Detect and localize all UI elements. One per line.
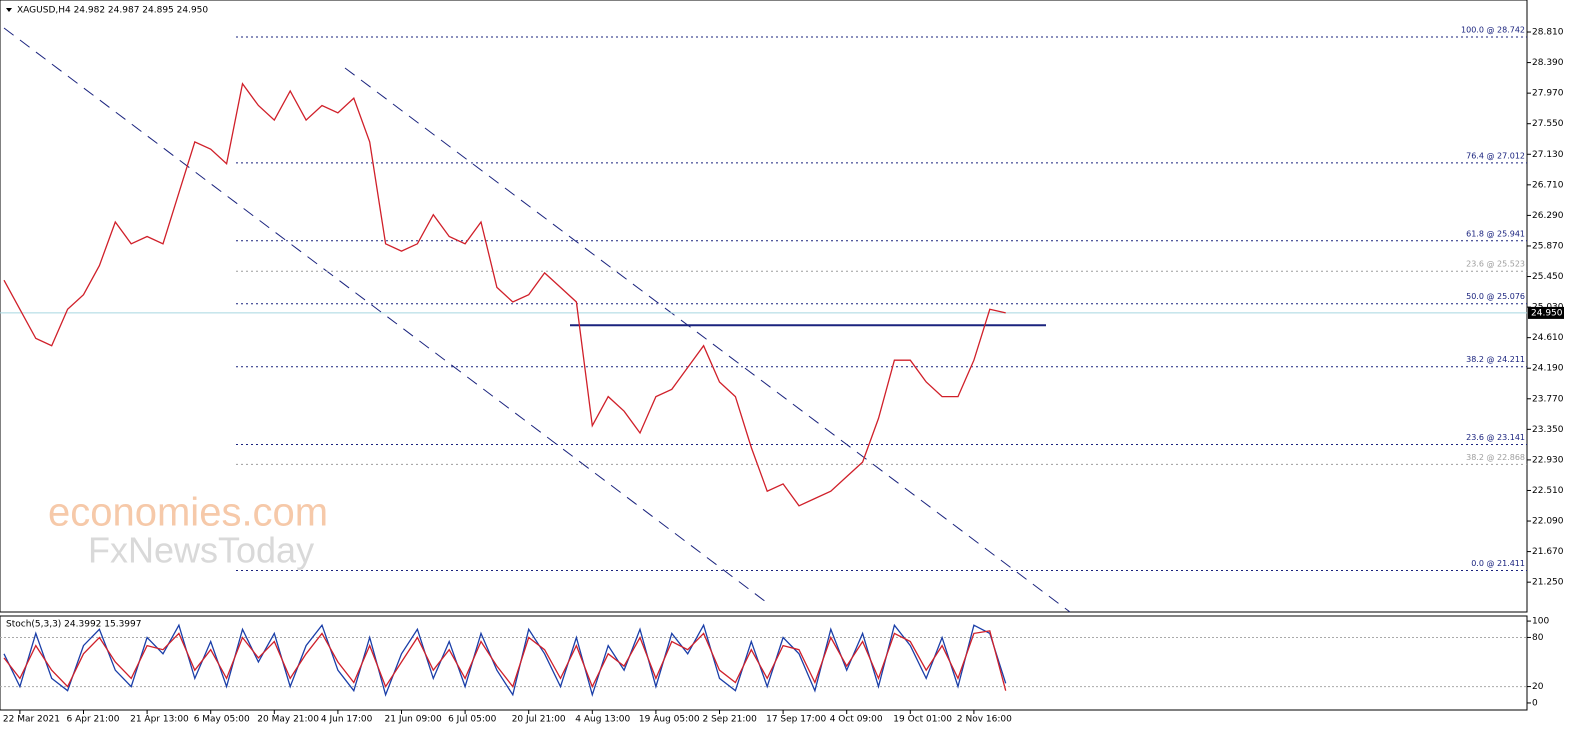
y-tick-label: 24.610 (1532, 333, 1564, 343)
fib-label: 38.2 @ 22.868 (1466, 453, 1525, 462)
y-tick-label: 25.450 (1532, 272, 1564, 282)
y-tick-label: 100 (1532, 617, 1549, 627)
y-tick-label: 26.710 (1532, 180, 1564, 190)
x-tick-label: 22 Mar 2021 (3, 715, 60, 725)
x-tick-label: 19 Aug 05:00 (639, 715, 700, 725)
x-tick-label: 20 May 21:00 (257, 715, 319, 725)
main-pane (0, 0, 1528, 613)
y-tick-label: 27.130 (1532, 150, 1564, 160)
fib-label: 0.0 @ 21.411 (1471, 559, 1525, 568)
y-tick-label: 21.250 (1532, 578, 1564, 588)
x-tick-label: 2 Sep 21:00 (703, 715, 758, 725)
fib-label: 23.6 @ 23.141 (1466, 433, 1525, 442)
y-tick-label: 20 (1532, 682, 1544, 692)
y-tick-label: 22.510 (1532, 486, 1564, 496)
y-tick-label: 23.350 (1532, 425, 1564, 435)
price-badge-label: 24.950 (1531, 308, 1563, 318)
fib-label: 61.8 @ 25.941 (1466, 229, 1525, 238)
y-tick-label: 23.770 (1532, 394, 1564, 404)
x-tick-label: 4 Jun 17:00 (321, 715, 373, 725)
menu-arrow[interactable] (6, 8, 12, 12)
fib-label: 76.4 @ 27.012 (1466, 151, 1525, 160)
x-tick-label: 6 May 05:00 (194, 715, 250, 725)
x-tick-label: 19 Oct 01:00 (893, 715, 952, 725)
y-tick-label: 27.550 (1532, 119, 1564, 129)
x-tick-label: 4 Oct 09:00 (830, 715, 883, 725)
y-tick-label: 21.670 (1532, 547, 1564, 557)
y-tick-label: 22.090 (1532, 517, 1564, 527)
fib-label: 100.0 @ 28.742 (1461, 25, 1525, 34)
x-tick-label: 20 Jul 21:00 (512, 715, 566, 725)
stoch-pane (0, 615, 1528, 711)
y-tick-label: 25.870 (1532, 241, 1564, 251)
watermark: economies.com (48, 491, 328, 535)
y-tick-label: 28.390 (1532, 58, 1564, 68)
fib-label: 23.6 @ 25.523 (1466, 260, 1525, 269)
x-tick-label: 21 Jun 09:00 (385, 715, 442, 725)
stoch-title: Stoch(5,3,3) 24.3992 15.3997 (6, 620, 141, 630)
price-line (3, 623, 1007, 698)
y-tick-label: 22.930 (1532, 455, 1564, 465)
y-tick-label: 24.190 (1532, 364, 1564, 374)
price-line (3, 82, 1006, 507)
x-tick-label: 4 Aug 13:00 (575, 715, 630, 725)
price-line (3, 630, 1007, 691)
y-tick-label: 27.970 (1532, 89, 1564, 99)
x-tick-label: 6 Jul 05:00 (448, 715, 497, 725)
fib-label: 50.0 @ 25.076 (1466, 292, 1525, 301)
trend-line (344, 67, 1071, 613)
y-tick-label: 26.290 (1532, 211, 1564, 221)
price-badge (1528, 306, 1564, 319)
y-tick-label: 0 (1532, 698, 1538, 708)
x-tick-label: 21 Apr 13:00 (130, 715, 189, 725)
x-tick-label: 2 Nov 16:00 (957, 715, 1012, 725)
chart-title: XAGUSD,H4 24.982 24.987 24.895 24.950 (17, 6, 208, 16)
y-tick-label: 28.810 (1532, 28, 1564, 38)
x-tick-label: 17 Sep 17:00 (766, 715, 826, 725)
y-tick-label: 80 (1532, 633, 1544, 643)
watermark: FxNewsToday (88, 530, 314, 571)
fib-label: 38.2 @ 24.211 (1466, 355, 1525, 364)
x-tick-label: 6 Apr 21:00 (67, 715, 120, 725)
